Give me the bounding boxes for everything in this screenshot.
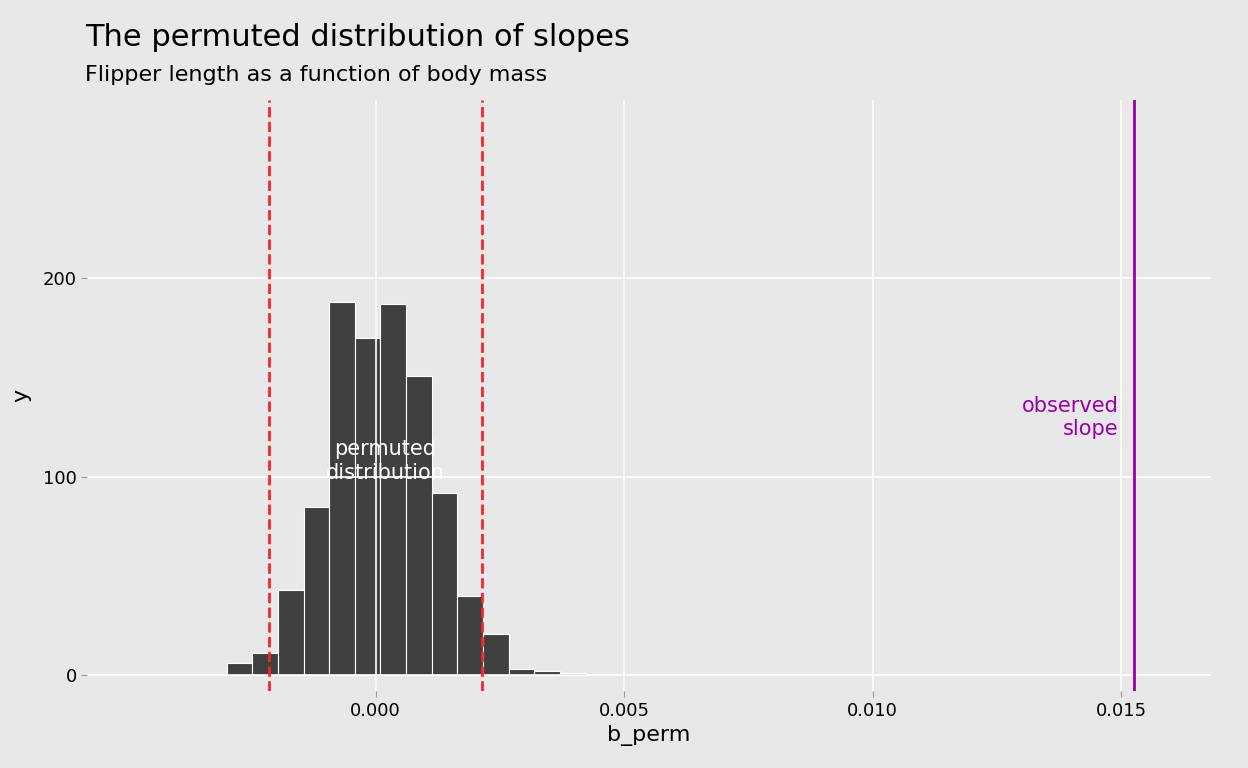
Bar [329,303,354,675]
Y-axis label: y: y [11,389,32,402]
Bar [432,493,457,675]
Bar [457,596,483,675]
Bar [509,670,534,675]
Text: Flipper length as a function of body mass: Flipper length as a function of body mas… [85,65,547,85]
Bar [483,634,509,675]
Bar [278,590,303,675]
Text: permuted
distribution: permuted distribution [326,439,446,482]
Bar [560,674,585,675]
Bar [381,304,406,675]
Bar [354,338,381,675]
X-axis label: b_perm: b_perm [608,725,690,746]
Bar [252,654,278,675]
Text: observed
slope: observed slope [1022,396,1118,439]
Bar [406,376,432,675]
Text: The permuted distribution of slopes: The permuted distribution of slopes [85,23,630,52]
Bar [534,671,560,675]
Bar [227,664,252,675]
Bar [303,507,329,675]
